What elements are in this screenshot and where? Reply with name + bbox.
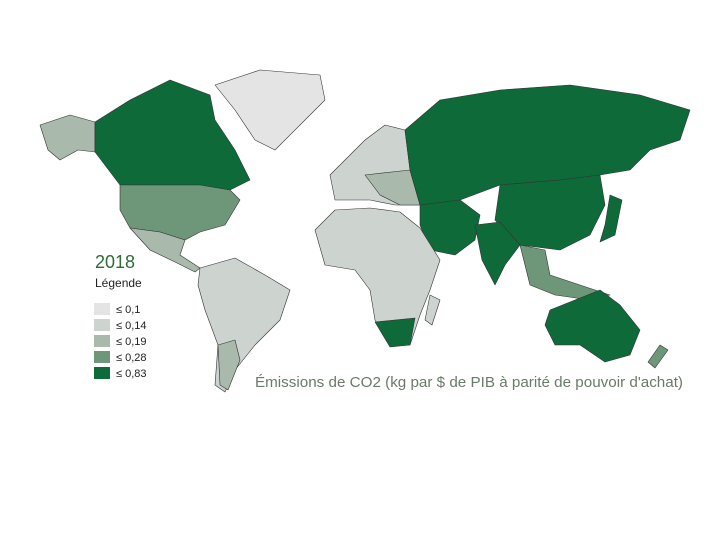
legend-label: ≤ 0,14 — [116, 320, 147, 332]
world-map — [39, 69, 691, 393]
legend-swatch — [94, 303, 110, 315]
legend-swatch — [94, 335, 110, 347]
region — [214, 69, 326, 151]
caption: Émissions de CO2 (kg par $ de PIB à pari… — [255, 374, 683, 391]
legend-swatch — [94, 319, 110, 331]
region — [647, 344, 669, 369]
legend-swatch — [94, 351, 110, 363]
region — [374, 317, 416, 348]
legend-label: ≤ 0,28 — [116, 352, 147, 364]
legend-swatch — [94, 367, 110, 379]
region — [94, 79, 251, 191]
region — [39, 114, 96, 161]
legend-title: Légende — [95, 276, 142, 290]
region — [119, 184, 241, 241]
region — [544, 289, 641, 363]
region — [419, 199, 481, 256]
legend: ≤ 0,1 ≤ 0,14 ≤ 0,19 ≤ 0,28 ≤ 0,83 — [94, 303, 147, 380]
legend-label: ≤ 0,1 — [116, 304, 140, 316]
region — [314, 207, 441, 346]
legend-label: ≤ 0,83 — [116, 368, 147, 380]
region — [474, 221, 521, 286]
region — [364, 169, 421, 206]
region — [197, 257, 291, 393]
region — [217, 339, 241, 391]
legend-label: ≤ 0,19 — [116, 336, 147, 348]
region — [599, 194, 623, 243]
region — [424, 294, 441, 326]
year-label: 2018 — [95, 252, 135, 272]
